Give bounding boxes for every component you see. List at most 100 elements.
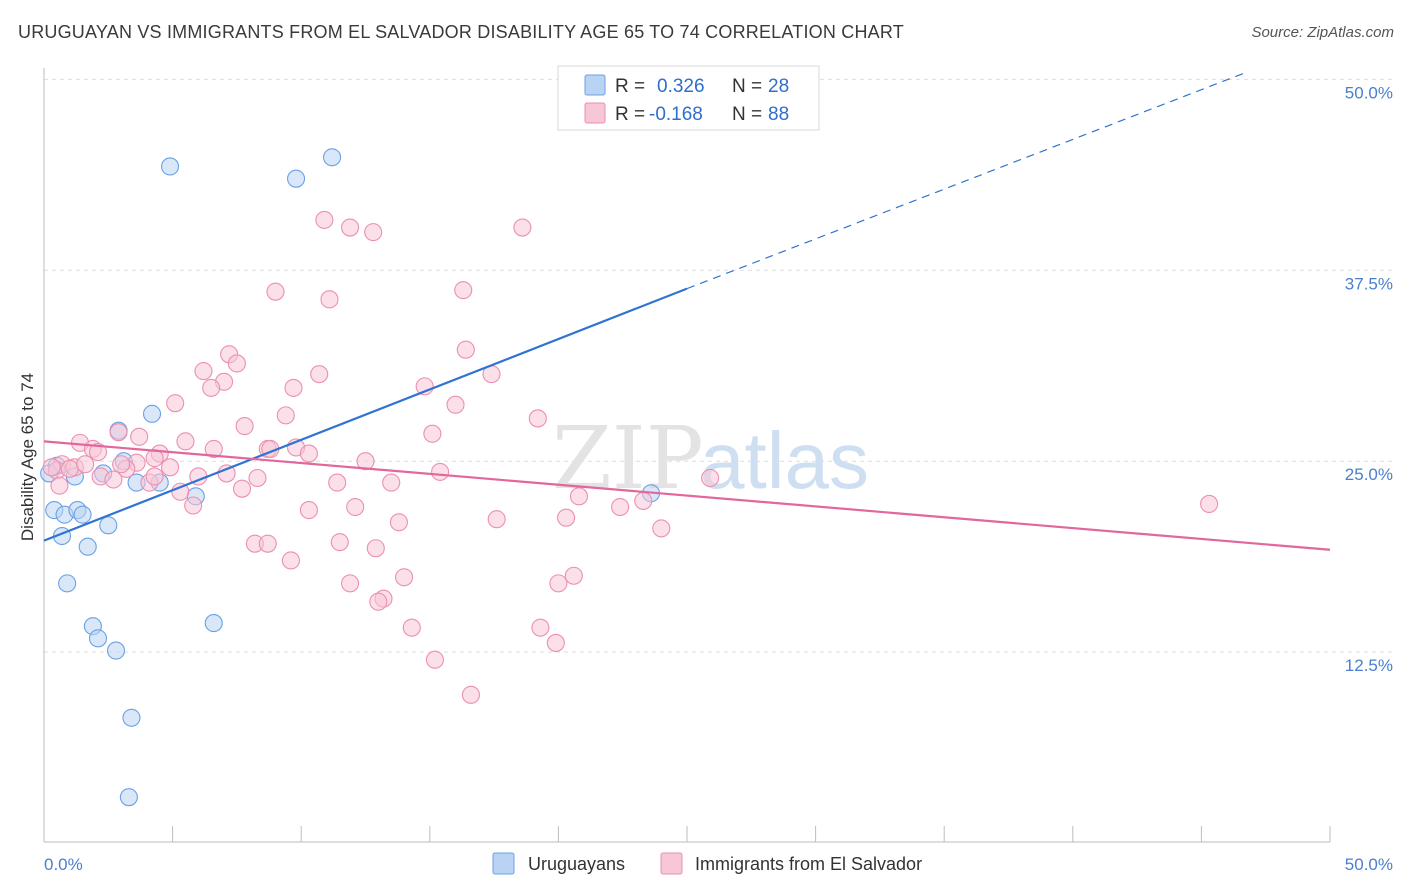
data-point [341,574,360,593]
data-point [184,496,203,515]
data-point [99,516,118,535]
data-point [328,473,347,492]
legend-r-value-1: 0.326 [657,76,705,97]
data-point [557,508,576,527]
data-point [652,519,671,538]
data-point [1200,494,1219,514]
data-point [232,479,252,498]
data-point [456,340,475,359]
data-point [119,788,138,807]
data-point [204,614,223,633]
data-point [60,459,79,478]
data-point [122,708,141,727]
data-point [50,476,69,495]
chart-title: URUGUAYAN VS IMMIGRANTS FROM EL SALVADOR… [18,22,904,42]
data-point [454,281,473,300]
data-point [369,592,388,611]
data-point [266,282,285,301]
data-point [287,169,306,188]
data-point [395,568,414,587]
series-el-salvador [42,210,1219,704]
bottom-legend-swatch-el-salvador [660,852,683,875]
data-point [194,362,213,381]
data-point [299,444,318,463]
data-point [106,641,126,660]
data-point [112,455,131,474]
gridlines [44,78,1395,653]
data-point [176,432,195,451]
data-point [425,650,444,669]
legend-n-label-1: N = [732,76,762,97]
y-axis-label: Disability Age 65 to 74 [18,373,37,541]
x-tick-label-min: 0.0% [44,855,83,874]
data-point [160,157,180,176]
data-point [634,491,653,510]
trend-line-extension-uruguayans [686,71,1248,290]
y-tick-labels: 12.5% 25.0% 37.5% 50.0% [1345,83,1393,675]
y-tick-label: 50.0% [1345,83,1393,102]
data-point [431,462,450,481]
data-point [248,468,267,488]
data-point [284,378,303,397]
data-point [341,218,360,237]
data-point [382,473,401,492]
data-point [402,618,421,637]
data-point [323,148,342,167]
legend-n-value-2: 88 [768,104,789,125]
data-point [76,455,95,474]
y-tick-label: 37.5% [1345,274,1393,293]
data-point [330,533,349,552]
x-tick-label-max: 50.0% [1345,855,1393,874]
trend-line-el-salvador [43,440,1331,551]
legend: R = 0.326 N = 28 R = -0.168 N = 88 [557,65,820,131]
data-point [281,551,300,570]
data-point [513,218,532,237]
data-point [487,510,506,529]
data-point [389,513,408,532]
data-point [531,618,550,637]
bottom-legend: Uruguayans Immigrants from El Salvador [492,852,922,875]
data-point [461,685,481,704]
data-point [366,539,385,558]
data-point [701,468,720,488]
data-point [88,442,108,462]
bottom-legend-label-el-salvador: Immigrants from El Salvador [695,854,922,874]
data-point [276,406,295,425]
data-point [109,423,128,442]
data-point [346,497,365,517]
data-point [42,458,61,477]
y-tick-label: 12.5% [1345,656,1393,675]
data-point [549,574,568,593]
data-point [88,629,108,648]
watermark-atlas: atlas [700,416,869,505]
data-point [364,223,383,242]
data-point [569,487,589,506]
data-point [611,497,630,517]
data-point [145,467,164,486]
bottom-legend-swatch-uruguayans [492,852,515,875]
y-tick-label: 25.0% [1345,465,1393,484]
data-point [258,534,277,553]
data-point [160,458,180,477]
watermark: ZIP atlas [552,409,869,509]
legend-n-label-2: N = [732,104,762,125]
data-point [73,505,92,524]
data-point [166,394,185,413]
series-uruguayans [40,148,661,807]
legend-swatch-el-salvador [584,102,606,124]
data-points [40,148,1219,807]
data-point [78,537,97,556]
bottom-legend-label-uruguayans: Uruguayans [528,854,625,874]
axes [43,68,1331,843]
data-point [528,409,547,428]
legend-r-value-2: -0.168 [649,104,703,125]
legend-swatch-uruguayans [584,74,606,96]
data-point [310,365,329,384]
data-point [299,501,318,520]
data-point [356,452,375,471]
legend-r-label-2: R = [615,104,645,125]
data-point [104,470,123,489]
data-point [142,404,162,423]
data-point [564,566,583,585]
x-tick-labels: 0.0% 50.0% [44,855,1393,874]
